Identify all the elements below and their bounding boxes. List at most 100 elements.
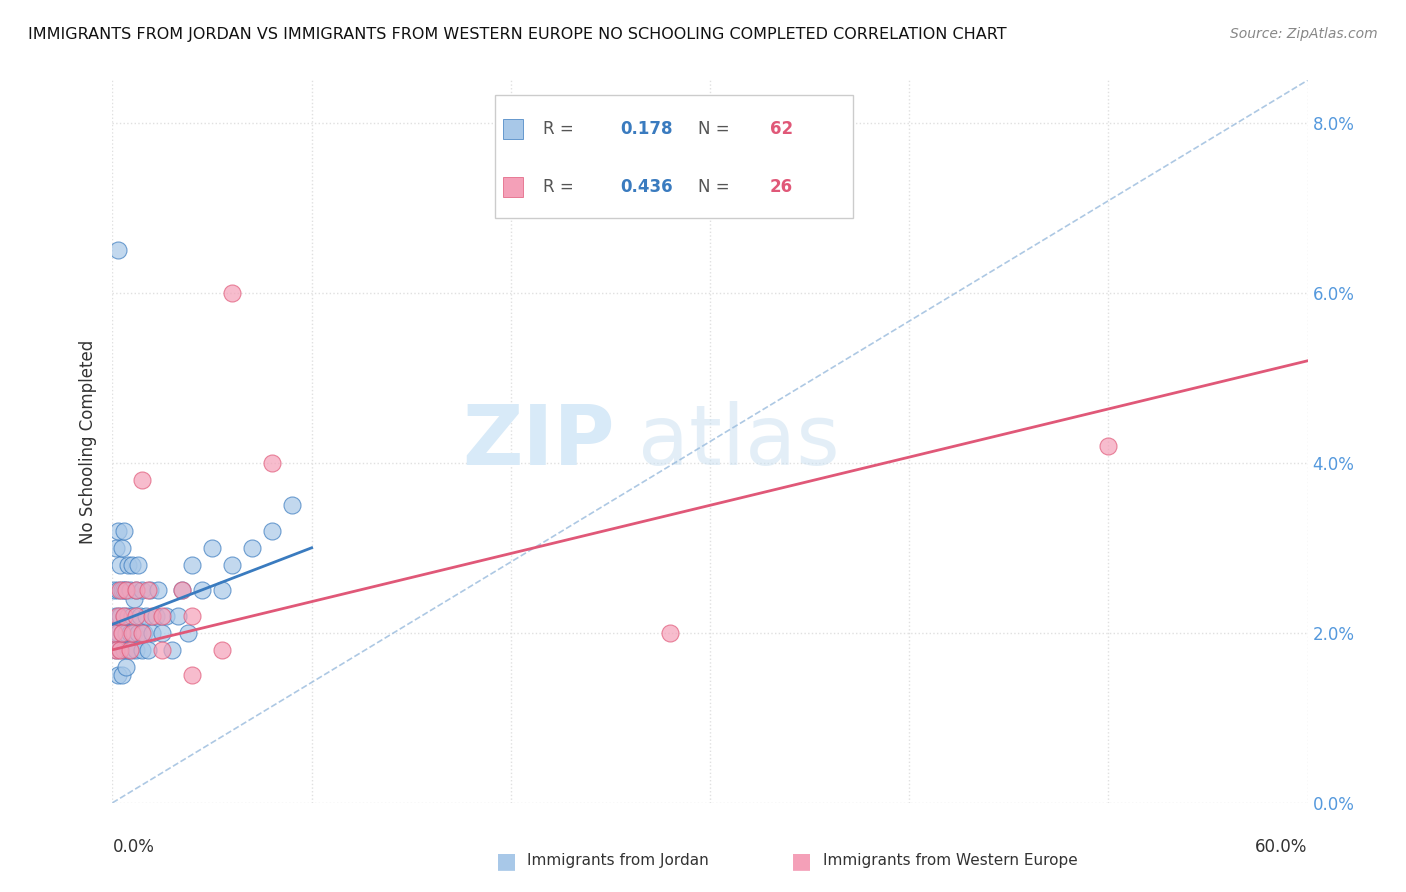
Text: R =: R = (543, 120, 576, 138)
Point (121, 558, 143, 572)
Point (134, 625, 156, 640)
Point (141, 625, 163, 640)
Text: 60.0%: 60.0% (1256, 838, 1308, 856)
Point (110, 642, 132, 657)
Text: IMMIGRANTS FROM JORDAN VS IMMIGRANTS FROM WESTERN EUROPE NO SCHOOLING COMPLETED : IMMIGRANTS FROM JORDAN VS IMMIGRANTS FRO… (28, 27, 1007, 42)
Point (201, 541, 224, 555)
Point (114, 642, 135, 657)
Point (150, 625, 173, 640)
Point (114, 583, 135, 598)
Point (110, 558, 132, 572)
Text: N =: N = (699, 178, 730, 196)
Text: Source: ZipAtlas.com: Source: ZipAtlas.com (1230, 27, 1378, 41)
Point (107, 608, 129, 623)
Text: 26: 26 (770, 178, 793, 196)
Point (155, 608, 177, 623)
Point (181, 668, 204, 682)
Point (131, 473, 153, 487)
Text: 0.178: 0.178 (620, 120, 673, 138)
Text: Immigrants from Western Europe: Immigrants from Western Europe (823, 854, 1077, 868)
Point (115, 625, 138, 640)
Text: ■: ■ (792, 851, 811, 871)
Point (110, 583, 132, 598)
Point (114, 608, 135, 623)
Point (125, 583, 148, 598)
Point (127, 625, 149, 640)
Point (260, 524, 283, 538)
Point (139, 583, 162, 598)
Point (120, 625, 142, 640)
Point (111, 668, 134, 682)
Point (121, 642, 143, 657)
Point (129, 608, 152, 623)
Point (138, 583, 160, 598)
Point (114, 524, 135, 538)
Text: 62: 62 (770, 120, 793, 138)
Point (103, 625, 125, 640)
Text: 0.0%: 0.0% (112, 838, 155, 856)
Point (105, 608, 128, 623)
Point (124, 625, 146, 640)
Point (121, 625, 143, 640)
Point (107, 244, 129, 258)
Text: R =: R = (543, 178, 576, 196)
Text: atlas: atlas (638, 401, 839, 482)
Point (125, 608, 148, 623)
Point (181, 608, 204, 623)
Text: ZIP: ZIP (463, 401, 614, 482)
Y-axis label: No Schooling Completed: No Schooling Completed (79, 340, 97, 543)
Point (110, 642, 132, 657)
Point (115, 660, 138, 674)
Point (103, 625, 125, 640)
Point (1097, 439, 1119, 453)
Point (211, 642, 233, 657)
Point (105, 642, 128, 657)
Point (127, 558, 149, 572)
Point (177, 625, 200, 640)
Text: ■: ■ (496, 851, 516, 871)
Point (191, 583, 214, 598)
Point (117, 558, 139, 572)
Point (240, 541, 263, 555)
Point (167, 608, 190, 623)
Point (221, 558, 243, 572)
Point (111, 625, 134, 640)
Point (172, 583, 194, 598)
Text: 0.436: 0.436 (620, 178, 673, 196)
Point (150, 608, 173, 623)
Point (111, 583, 134, 598)
Point (120, 642, 142, 657)
Point (211, 583, 233, 598)
Point (260, 456, 283, 470)
Point (124, 591, 146, 606)
Point (114, 608, 135, 623)
Point (138, 642, 160, 657)
Point (121, 608, 143, 623)
Point (145, 608, 167, 623)
Point (115, 583, 138, 598)
Point (125, 583, 148, 598)
Point (120, 583, 142, 598)
Point (135, 608, 157, 623)
Point (107, 524, 129, 538)
Point (110, 608, 132, 623)
Point (105, 541, 128, 555)
Point (131, 625, 153, 640)
Point (221, 285, 243, 300)
Point (111, 625, 134, 640)
Point (105, 642, 128, 657)
Point (131, 583, 153, 598)
Point (107, 625, 129, 640)
Point (131, 642, 153, 657)
Point (150, 642, 173, 657)
Point (107, 583, 129, 598)
Point (115, 583, 138, 598)
Point (111, 541, 134, 555)
Point (141, 608, 163, 623)
Point (117, 608, 139, 623)
Point (117, 642, 139, 657)
Text: Immigrants from Jordan: Immigrants from Jordan (527, 854, 709, 868)
Point (148, 583, 170, 598)
Point (659, 625, 682, 640)
Point (125, 642, 148, 657)
